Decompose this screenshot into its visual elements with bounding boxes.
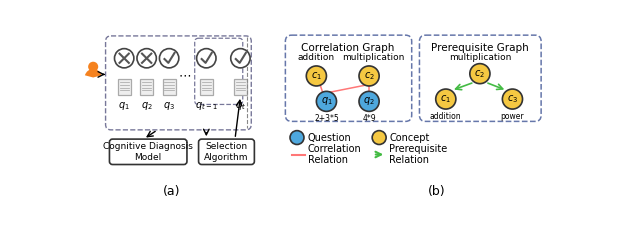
Text: $q_2$: $q_2$ — [364, 95, 375, 107]
Text: Prerequisite
Relation: Prerequisite Relation — [389, 144, 447, 165]
Text: $c_2$: $c_2$ — [474, 68, 485, 80]
Circle shape — [196, 49, 216, 68]
Text: $q_{{t-1}}$: $q_{{t-1}}$ — [195, 100, 218, 112]
Text: $\cdots$: $\cdots$ — [178, 68, 191, 81]
Circle shape — [470, 64, 490, 84]
Text: $q_t$: $q_t$ — [235, 100, 246, 112]
Text: $q_1$: $q_1$ — [321, 95, 332, 107]
Text: Cognitive Diagnosis
Model: Cognitive Diagnosis Model — [103, 142, 193, 161]
Text: Correlation Graph: Correlation Graph — [301, 43, 395, 53]
Text: power: power — [500, 112, 524, 121]
FancyBboxPatch shape — [118, 79, 131, 95]
Text: addition: addition — [430, 112, 461, 121]
Text: $c_2$: $c_2$ — [364, 70, 374, 82]
FancyBboxPatch shape — [109, 139, 187, 164]
Text: Correlation
Relation: Correlation Relation — [308, 144, 362, 165]
Circle shape — [137, 49, 156, 68]
Text: (a): (a) — [163, 185, 180, 198]
Text: Question: Question — [307, 133, 351, 143]
Text: Prerequisite Graph: Prerequisite Graph — [431, 43, 529, 53]
Text: $c_1$: $c_1$ — [311, 70, 322, 82]
Circle shape — [290, 131, 304, 145]
Circle shape — [436, 89, 456, 109]
Text: multiplication: multiplication — [342, 53, 404, 62]
Circle shape — [372, 131, 386, 145]
FancyBboxPatch shape — [163, 79, 176, 95]
Text: $q_{1}$: $q_{1}$ — [118, 100, 130, 112]
Circle shape — [316, 91, 337, 111]
Circle shape — [115, 49, 134, 68]
FancyBboxPatch shape — [200, 79, 213, 95]
Text: addition: addition — [298, 53, 335, 62]
FancyBboxPatch shape — [234, 79, 247, 95]
Text: $c_3$: $c_3$ — [507, 93, 518, 105]
Text: Concept: Concept — [389, 133, 429, 143]
Circle shape — [231, 49, 250, 68]
Text: 4*9: 4*9 — [362, 115, 376, 124]
Circle shape — [502, 89, 522, 109]
Text: Selection
Algorithm: Selection Algorithm — [204, 142, 249, 161]
Text: (b): (b) — [428, 185, 445, 198]
FancyBboxPatch shape — [140, 79, 153, 95]
Text: $q_{2}$: $q_{2}$ — [141, 100, 152, 112]
FancyBboxPatch shape — [198, 139, 254, 164]
Text: $q_{3}$: $q_{3}$ — [163, 100, 175, 112]
Text: multiplication: multiplication — [449, 53, 511, 62]
Circle shape — [159, 49, 179, 68]
Wedge shape — [85, 69, 101, 77]
Circle shape — [359, 66, 379, 86]
Circle shape — [307, 66, 326, 86]
Text: 2+3*5: 2+3*5 — [314, 115, 339, 124]
Circle shape — [359, 91, 379, 111]
Circle shape — [88, 62, 98, 72]
Text: $c_1$: $c_1$ — [440, 93, 451, 105]
